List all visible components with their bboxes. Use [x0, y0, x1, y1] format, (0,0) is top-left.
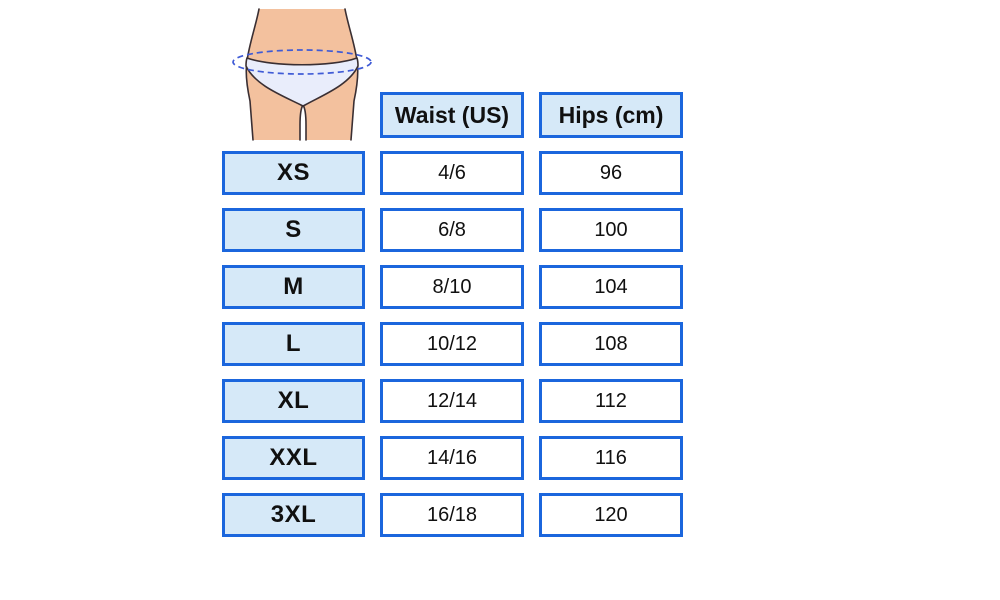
- hips-value-3xl: 120: [539, 493, 683, 537]
- column-header-waist: Waist (US): [380, 92, 524, 138]
- hips-measurement-figure: [227, 5, 377, 141]
- waist-value-m: 8/10: [380, 265, 524, 309]
- waist-value-xs: 4/6: [380, 151, 524, 195]
- size-label-l: L: [222, 322, 365, 366]
- underwear-shape: [245, 57, 359, 107]
- size-label-xl: XL: [222, 379, 365, 423]
- size-label-m: M: [222, 265, 365, 309]
- waist-value-l: 10/12: [380, 322, 524, 366]
- waist-value-s: 6/8: [380, 208, 524, 252]
- hips-value-xl: 112: [539, 379, 683, 423]
- measuring-tape-ellipse: [232, 49, 372, 75]
- hips-value-s: 100: [539, 208, 683, 252]
- hips-value-m: 104: [539, 265, 683, 309]
- hips-figure-illustration: [232, 8, 372, 141]
- waist-value-xxl: 14/16: [380, 436, 524, 480]
- waist-value-xl: 12/14: [380, 379, 524, 423]
- waist-value-3xl: 16/18: [380, 493, 524, 537]
- size-label-s: S: [222, 208, 365, 252]
- size-label-3xl: 3XL: [222, 493, 365, 537]
- size-label-xxl: XXL: [222, 436, 365, 480]
- hips-value-xxl: 116: [539, 436, 683, 480]
- hips-value-l: 108: [539, 322, 683, 366]
- table-corner-spacer: [222, 92, 365, 138]
- column-header-hips: Hips (cm): [539, 92, 683, 138]
- size-label-xs: XS: [222, 151, 365, 195]
- size-chart-table: Waist (US) Hips (cm) XS 4/6 96 S 6/8 100…: [222, 92, 683, 537]
- hips-value-xs: 96: [539, 151, 683, 195]
